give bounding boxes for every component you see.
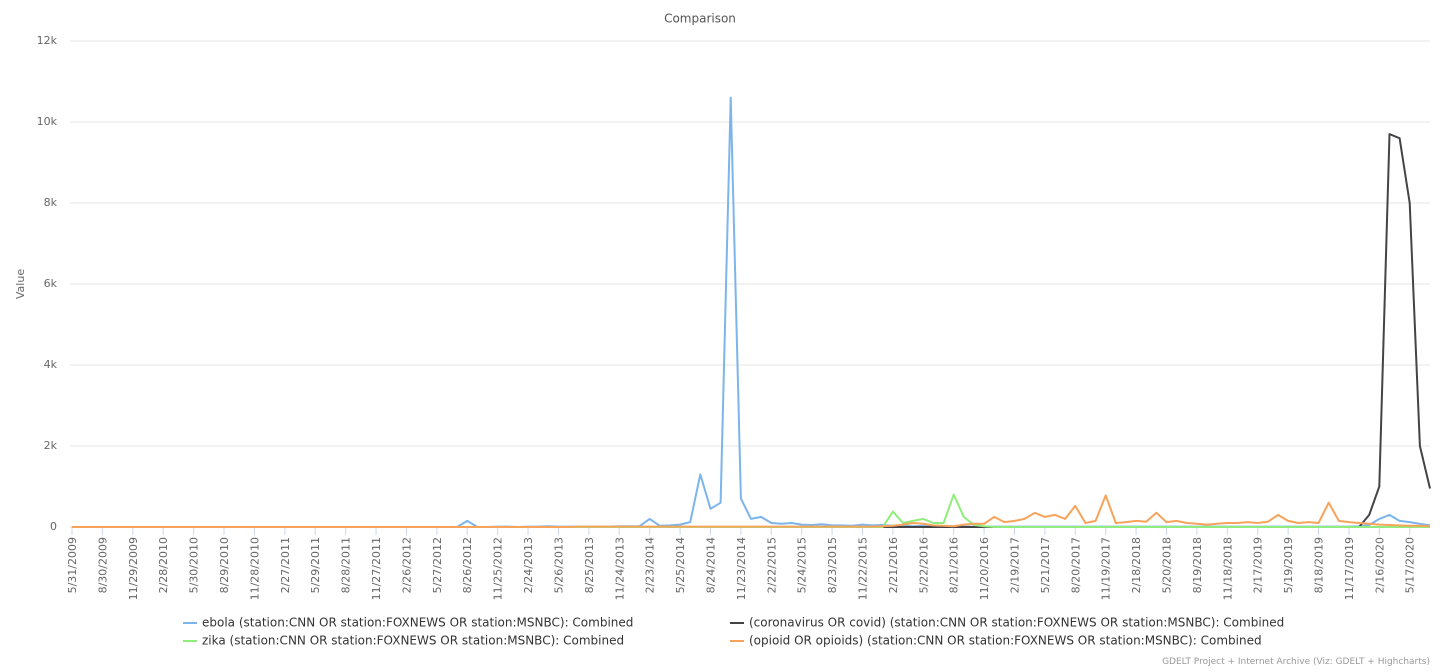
x-tick-label: 5/29/2011: [309, 537, 322, 593]
x-tick-label: 8/25/2013: [583, 537, 596, 593]
x-tick-label: 2/16/2020: [1373, 537, 1386, 593]
x-tick-label: 11/24/2013: [613, 537, 626, 600]
y-tick-label: 4k: [44, 358, 58, 371]
y-tick-label: 8k: [44, 196, 58, 209]
credit: GDELT Project + Internet Archive (Viz: G…: [1162, 657, 1430, 667]
x-tick-label: 8/23/2015: [826, 537, 839, 593]
y-tick-label: 0: [50, 520, 57, 533]
x-tick-label: 11/18/2018: [1221, 537, 1234, 600]
x-tick-label: 5/21/2017: [1039, 537, 1052, 593]
x-tick-label: 11/27/2011: [370, 537, 383, 600]
x-tick-label: 8/28/2011: [340, 537, 353, 593]
x-tick-label: 8/29/2010: [218, 537, 231, 593]
series-line: [72, 494, 1431, 528]
x-tick-label: 2/22/2015: [765, 537, 778, 593]
legend-label: ebola (station:CNN OR station:FOXNEWS OR…: [202, 616, 633, 630]
chart-title: Comparison: [664, 12, 736, 26]
x-tick-label: 11/28/2010: [248, 537, 261, 600]
x-tick-label: 5/24/2015: [796, 537, 809, 593]
x-tick-label: 8/18/2019: [1313, 537, 1326, 593]
legend-label: (opioid OR opioids) (station:CNN OR stat…: [749, 634, 1262, 648]
x-tick-label: 5/31/2009: [66, 537, 79, 593]
x-tick-label: 2/28/2010: [157, 537, 170, 593]
x-tick-label: 5/26/2013: [552, 537, 565, 593]
legend-label: zika (station:CNN OR station:FOXNEWS OR …: [202, 634, 624, 648]
series-line: [72, 133, 1431, 528]
x-tick-label: 5/20/2018: [1161, 537, 1174, 593]
y-tick-label: 6k: [44, 277, 58, 290]
x-tick-label: 11/17/2019: [1343, 537, 1356, 600]
x-tick-label: 8/24/2014: [704, 537, 717, 593]
x-tick-label: 2/19/2017: [1008, 537, 1021, 593]
x-tick-label: 11/23/2014: [735, 537, 748, 600]
x-tick-label: 2/24/2013: [522, 537, 535, 593]
x-tick-label: 5/17/2020: [1404, 537, 1417, 593]
x-tick-label: 8/26/2012: [461, 537, 474, 593]
x-tick-label: 11/25/2012: [492, 537, 505, 600]
x-tick-label: 2/27/2011: [279, 537, 292, 593]
x-tick-label: 8/20/2017: [1069, 537, 1082, 593]
y-tick-label: 10k: [37, 115, 58, 128]
legend-label: (coronavirus OR covid) (station:CNN OR s…: [749, 616, 1284, 630]
x-tick-label: 2/23/2014: [644, 537, 657, 593]
x-tick-label: 8/30/2009: [96, 537, 109, 593]
x-tick-label: 11/22/2015: [856, 537, 869, 600]
y-tick-label: 12k: [37, 34, 58, 47]
y-axis-title: Value: [14, 269, 27, 299]
x-tick-label: 8/21/2016: [948, 537, 961, 593]
x-tick-label: 2/26/2012: [400, 537, 413, 593]
x-tick-label: 11/20/2016: [978, 537, 991, 600]
x-tick-label: 5/22/2016: [917, 537, 930, 593]
x-tick-label: 2/17/2019: [1252, 537, 1265, 593]
x-tick-label: 11/29/2009: [127, 537, 140, 600]
y-tick-label: 2k: [44, 439, 58, 452]
x-tick-label: 2/18/2018: [1130, 537, 1143, 593]
x-tick-label: 5/25/2014: [674, 537, 687, 593]
x-tick-label: 11/19/2017: [1100, 537, 1113, 600]
x-tick-label: 5/19/2019: [1282, 537, 1295, 593]
x-tick-label: 8/19/2018: [1191, 537, 1204, 593]
series-line: [72, 96, 1431, 528]
x-tick-label: 2/21/2016: [887, 537, 900, 593]
x-tick-label: 5/30/2010: [188, 537, 201, 593]
x-tick-label: 5/27/2012: [431, 537, 444, 593]
